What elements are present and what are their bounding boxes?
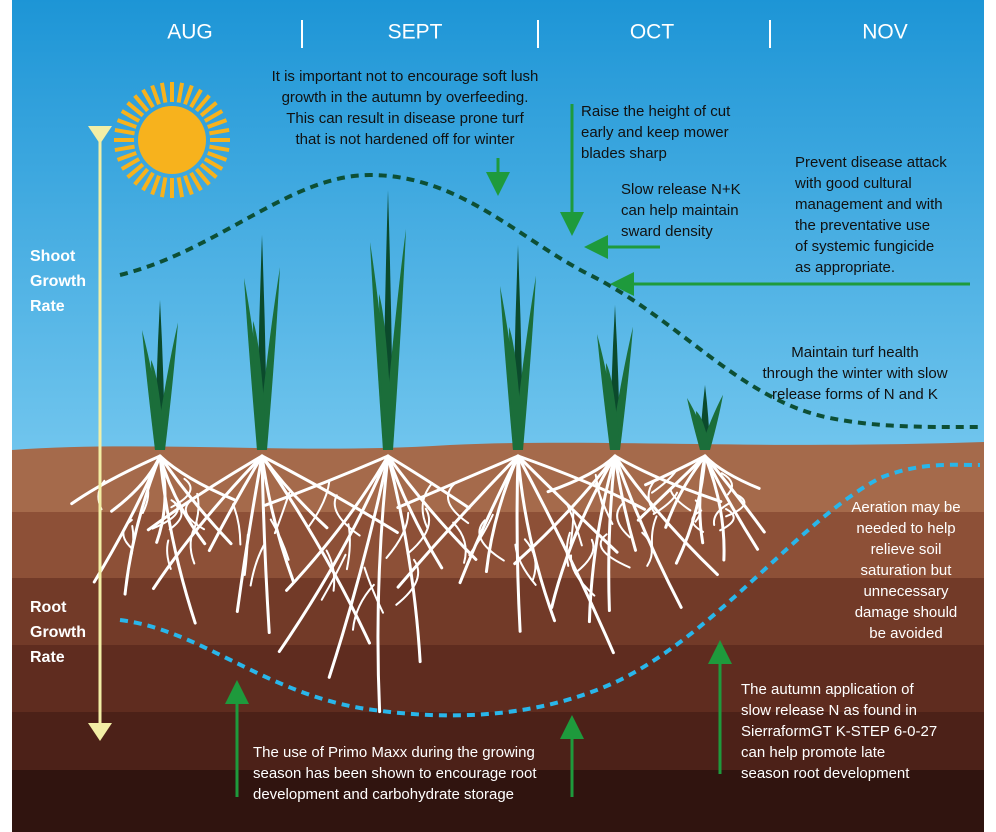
shoot-label: Shoot xyxy=(30,248,76,265)
note-line: needed to help xyxy=(856,520,955,537)
month-label: NOV xyxy=(862,21,908,44)
note-line: season has been shown to encourage root xyxy=(253,765,537,782)
note-line: can help maintain xyxy=(621,202,739,219)
root-label: Growth xyxy=(30,624,86,641)
note-line: early and keep mower xyxy=(581,124,729,141)
note-line: slow release N as found in xyxy=(741,702,917,719)
month-label: OCT xyxy=(630,21,675,44)
month-label: AUG xyxy=(167,21,213,44)
note-line: Prevent disease attack xyxy=(795,154,947,171)
shoot-label: Rate xyxy=(30,298,65,315)
note-line: of systemic fungicide xyxy=(795,238,934,255)
note-line: as appropriate. xyxy=(795,259,895,276)
note-line: The use of Primo Maxx during the growing xyxy=(253,744,535,761)
note-line: release forms of N and K xyxy=(772,386,938,403)
note-line: Raise the height of cut xyxy=(581,103,731,120)
note-line: Slow release N+K xyxy=(621,181,741,198)
note-line: management and with xyxy=(795,196,943,213)
note-line: Maintain turf health xyxy=(791,344,919,361)
diagram: AUG SEPT OCT NOV Shoot Growth Rate Root Growth Ra… xyxy=(0,0,996,832)
note-line: can help promote late xyxy=(741,744,885,761)
note-line: unnecessary xyxy=(863,583,949,600)
note-line: It is important not to encourage soft lu… xyxy=(272,68,539,85)
note-line: This can result in disease prone turf xyxy=(286,110,524,127)
note-line: saturation but xyxy=(861,562,953,579)
note-line: damage should xyxy=(855,604,958,621)
note-line: that is not hardened off for winter xyxy=(295,131,514,148)
note-line: through the winter with slow xyxy=(762,365,947,382)
shoot-label: Growth xyxy=(30,273,86,290)
note-line: the preventative use xyxy=(795,217,930,234)
note-line: SierraformGT K-STEP 6-0-27 xyxy=(741,723,937,740)
note-line: with good cultural xyxy=(794,175,912,192)
note-line: relieve soil xyxy=(871,541,942,558)
note-line: The autumn application of xyxy=(741,681,914,698)
note-line: Aeration may be xyxy=(851,499,960,516)
note-line: be avoided xyxy=(869,625,942,642)
note-line: growth in the autumn by overfeeding. xyxy=(282,89,529,106)
root-label: Root xyxy=(30,599,67,616)
root-label: Rate xyxy=(30,649,65,666)
month-label: SEPT xyxy=(388,21,443,44)
note-line: development and carbohydrate storage xyxy=(253,786,514,803)
note-line: sward density xyxy=(621,223,713,240)
sun-disc xyxy=(138,106,206,174)
note-line: blades sharp xyxy=(581,145,667,162)
note-line: season root development xyxy=(741,765,910,782)
